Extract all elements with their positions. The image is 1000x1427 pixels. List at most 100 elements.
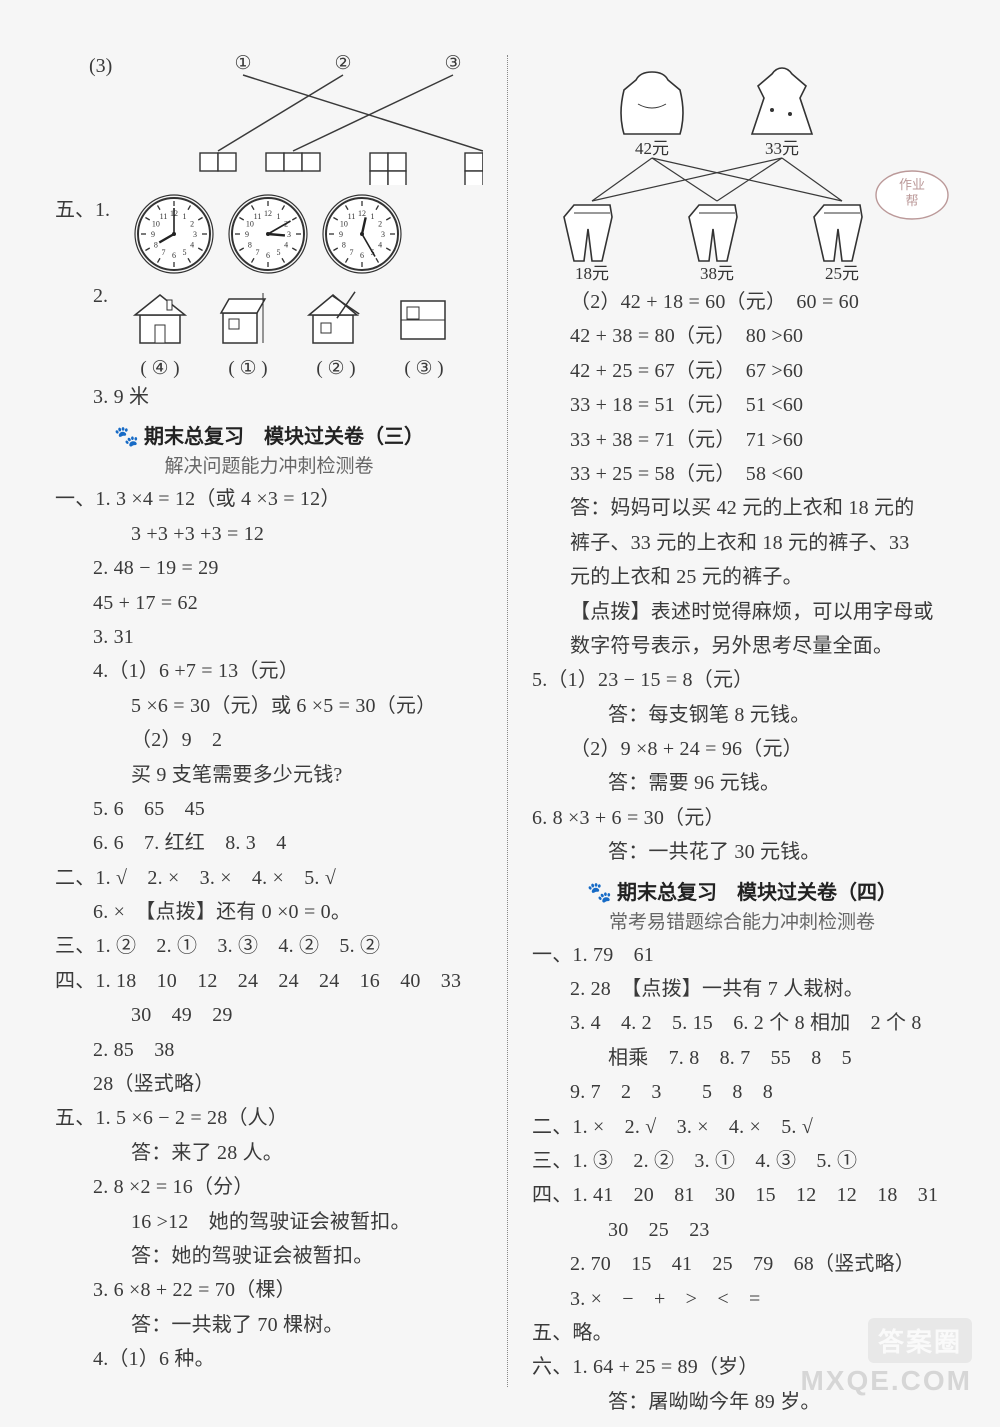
text-line: 5.（1）23 − 15 = 8（元） xyxy=(532,663,952,697)
text-line: 三、1. ③ 2. ② 3. ① 4. ③ 5. ① xyxy=(532,1144,952,1178)
text-line: 28（竖式略） xyxy=(55,1067,483,1101)
svg-text:33元: 33元 xyxy=(765,139,799,158)
house-cell: ( ④ ) xyxy=(125,285,195,380)
shopping-svg: 42元33元18元38元25元作业帮 xyxy=(532,55,952,285)
text-line: 3. 6 ×8 + 22 = 70（棵） xyxy=(55,1273,483,1307)
text-line: 4.（1）6 +7 = 13（元） xyxy=(55,654,483,688)
text-line: 33 + 18 = 51（元） 51 <60 xyxy=(532,388,952,422)
svg-text:2: 2 xyxy=(190,220,194,229)
text-line: 2. 28 【点拨】一共有 7 人栽树。 xyxy=(532,972,952,1006)
section-title-3: 🐾 期末总复习 模块过关卷（三） xyxy=(55,420,483,449)
text-line: 四、1. 41 20 81 30 15 12 12 18 31 xyxy=(532,1178,952,1212)
text-line: 5. 6 65 45 xyxy=(55,792,483,826)
text-line: 四、1. 18 10 12 24 24 24 16 40 33 xyxy=(55,964,483,998)
matching-label: (3) xyxy=(55,55,113,78)
text-line: 二、1. √ 2. × 3. × 4. × 5. √ xyxy=(55,861,483,895)
column-divider xyxy=(507,55,508,1387)
house-cell: ( ③ ) xyxy=(389,285,459,380)
text-line: 2. 8 ×2 = 16（分） xyxy=(55,1170,483,1204)
section-title-4: 🐾 期末总复习 模块过关卷（四） xyxy=(532,876,952,905)
svg-text:2: 2 xyxy=(378,220,382,229)
svg-text:4: 4 xyxy=(378,241,382,250)
svg-text:4: 4 xyxy=(190,241,194,250)
text-line: 答：一共花了 30 元钱。 xyxy=(532,835,952,869)
text-line: 6. 6 7. 红红 8. 3 4 xyxy=(55,826,483,860)
sec5-label: 五、1. xyxy=(55,193,123,222)
text-line: 42 + 25 = 67（元） 67 >60 xyxy=(532,354,952,388)
svg-text:10: 10 xyxy=(340,220,348,229)
text-line: 9. 7 2 3 5 8 8 xyxy=(532,1075,952,1109)
matching-svg: ①②③ xyxy=(113,55,483,185)
left-column: (3) ①②③ 五、1. 121234567891011121234567891… xyxy=(45,55,503,1387)
svg-text:7: 7 xyxy=(350,248,354,257)
svg-text:7: 7 xyxy=(162,248,166,257)
house-cell: ( ① ) xyxy=(213,285,283,380)
svg-text:3: 3 xyxy=(381,230,385,239)
house-caption: ( ② ) xyxy=(301,357,371,380)
house-icon xyxy=(389,285,459,347)
text-line: 2. 70 15 41 25 79 68（竖式略） xyxy=(532,1247,952,1281)
clock-icon: 121234567891011 xyxy=(133,193,215,275)
two-column-layout: (3) ①②③ 五、1. 121234567891011121234567891… xyxy=(45,55,955,1387)
house-caption: ( ① ) xyxy=(213,357,283,380)
svg-text:12: 12 xyxy=(264,209,272,218)
svg-text:6: 6 xyxy=(172,251,176,260)
svg-text:1: 1 xyxy=(183,212,187,221)
text-line: 二、1. × 2. √ 3. × 4. × 5. √ xyxy=(532,1110,952,1144)
text-line: 答：每支钢笔 8 元钱。 xyxy=(532,698,952,732)
section-sub-3: 解决问题能力冲刺检测卷 xyxy=(55,451,483,478)
text-line: 30 49 29 xyxy=(55,998,483,1032)
text-line: 裤子、33 元的上衣和 18 元的裤子、33 xyxy=(532,526,952,560)
text-line: 2. 85 38 xyxy=(55,1033,483,1067)
watermark-url: MXQE.COM xyxy=(800,1365,972,1397)
text-line: 3. 9 米 xyxy=(55,380,483,414)
text-line: 答：她的驾驶证会被暂扣。 xyxy=(55,1239,483,1273)
svg-text:8: 8 xyxy=(248,241,252,250)
text-line: 42 + 38 = 80（元） 80 >60 xyxy=(532,319,952,353)
svg-text:6: 6 xyxy=(266,251,270,260)
svg-text:38元: 38元 xyxy=(700,264,734,283)
text-line: 答：一共栽了 70 棵树。 xyxy=(55,1308,483,1342)
svg-text:9: 9 xyxy=(245,230,249,239)
shopping-diagram-wrap: 42元33元18元38元25元作业帮 xyxy=(532,55,952,285)
houses-label: 2. xyxy=(55,285,95,308)
text-line: 答：来了 28 人。 xyxy=(55,1136,483,1170)
svg-text:8: 8 xyxy=(342,241,346,250)
text-line: 一、1. 79 61 xyxy=(532,938,952,972)
paw-icon: 🐾 xyxy=(587,882,617,904)
text-line: 3. × − + > < = xyxy=(532,1282,952,1316)
text-line: 33 + 25 = 58（元） 58 <60 xyxy=(532,457,952,491)
svg-text:4: 4 xyxy=(284,241,288,250)
text-line: 数字符号表示，另外思考尽量全面。 xyxy=(532,629,952,663)
text-line: 相乘 7. 8 8. 7 55 8 5 xyxy=(532,1041,952,1075)
matching-diagram-row: (3) ①②③ xyxy=(55,55,483,185)
clock-icon: 121234567891011 xyxy=(321,193,403,275)
svg-text:5: 5 xyxy=(277,248,281,257)
svg-text:1: 1 xyxy=(277,212,281,221)
svg-text:9: 9 xyxy=(151,230,155,239)
house-cell: ( ② ) xyxy=(301,285,371,380)
svg-text:③: ③ xyxy=(444,55,461,74)
text-line: 三、1. ② 2. ① 3. ③ 4. ② 5. ② xyxy=(55,929,483,963)
section-sub-4: 常考易错题综合能力冲刺检测卷 xyxy=(532,907,952,934)
svg-text:3: 3 xyxy=(287,230,291,239)
text-line: 6. × 【点拨】还有 0 ×0 = 0。 xyxy=(55,895,483,929)
text-line: 【点拨】表述时觉得麻烦，可以用字母或 xyxy=(532,595,952,629)
svg-text:7: 7 xyxy=(256,248,260,257)
text-line: 一、1. 3 ×4 = 12（或 4 ×3 = 12） xyxy=(55,482,483,516)
text-line: 元的上衣和 25 元的裤子。 xyxy=(532,560,952,594)
text-line: 45 + 17 = 62 xyxy=(55,586,483,620)
houses-row: 2. ( ④ ) ( ① ) ( ② ) ( ③ ) xyxy=(55,285,483,380)
text-line: 3. 4 4. 2 5. 15 6. 2 个 8 相加 2 个 8 xyxy=(532,1006,952,1040)
svg-text:8: 8 xyxy=(154,241,158,250)
svg-text:②: ② xyxy=(334,55,351,74)
svg-text:帮: 帮 xyxy=(905,193,918,208)
text-line: 16 >12 她的驾驶证会被暂扣。 xyxy=(55,1205,483,1239)
house-caption: ( ④ ) xyxy=(125,357,195,380)
text-line: 3. 31 xyxy=(55,620,483,654)
svg-text:25元: 25元 xyxy=(825,264,859,283)
svg-text:3: 3 xyxy=(193,230,197,239)
clock-row: 五、1. 12123456789101112123456789101112123… xyxy=(55,193,483,275)
svg-text:10: 10 xyxy=(152,220,160,229)
svg-text:5: 5 xyxy=(183,248,187,257)
